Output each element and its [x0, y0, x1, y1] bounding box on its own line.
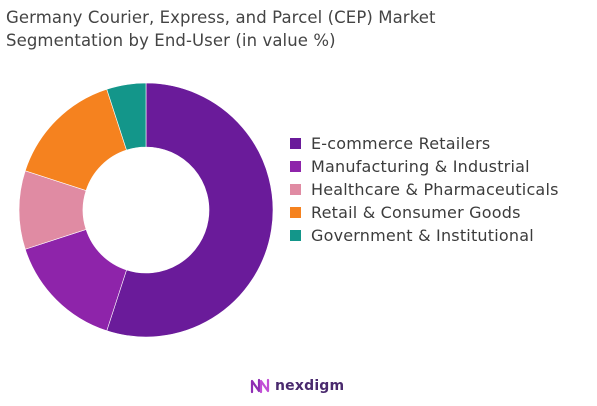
brand-name: nexdigm [275, 378, 345, 394]
legend-swatch [290, 161, 301, 172]
legend-item-healthcare-pharmaceuticals: Healthcare & Pharmaceuticals [290, 178, 559, 201]
chart-legend: E-commerce Retailers Manufacturing & Indu… [290, 132, 559, 247]
legend-label: Manufacturing & Industrial [311, 157, 530, 176]
legend-item-e-commerce-retailers: E-commerce Retailers [290, 132, 559, 155]
slice-manufacturing-industrial [24, 229, 127, 332]
legend-swatch [290, 184, 301, 195]
nexdigm-logo-icon [250, 378, 270, 394]
slice-government-institutional [106, 82, 147, 151]
slice-e-commerce-retailers [106, 82, 274, 338]
legend-item-manufacturing-industrial: Manufacturing & Industrial [290, 155, 559, 178]
legend-label: Government & Institutional [311, 226, 534, 245]
legend-label: Healthcare & Pharmaceuticals [311, 180, 559, 199]
chart-title: Germany Courier, Express, and Parcel (CE… [6, 6, 436, 52]
slice-retail-consumer-goods [24, 88, 127, 191]
legend-swatch [290, 230, 301, 241]
legend-swatch [290, 138, 301, 149]
legend-item-retail-consumer-goods: Retail & Consumer Goods [290, 201, 559, 224]
legend-swatch [290, 207, 301, 218]
legend-label: E-commerce Retailers [311, 134, 491, 153]
legend-item-government-institutional: Government & Institutional [290, 224, 559, 247]
legend-label: Retail & Consumer Goods [311, 203, 521, 222]
brand-logo: nexdigm [250, 378, 344, 394]
chart-title-line-2: Segmentation by End-User (in value %) [6, 31, 336, 50]
chart-title-line-1: Germany Courier, Express, and Parcel (CE… [6, 8, 436, 27]
